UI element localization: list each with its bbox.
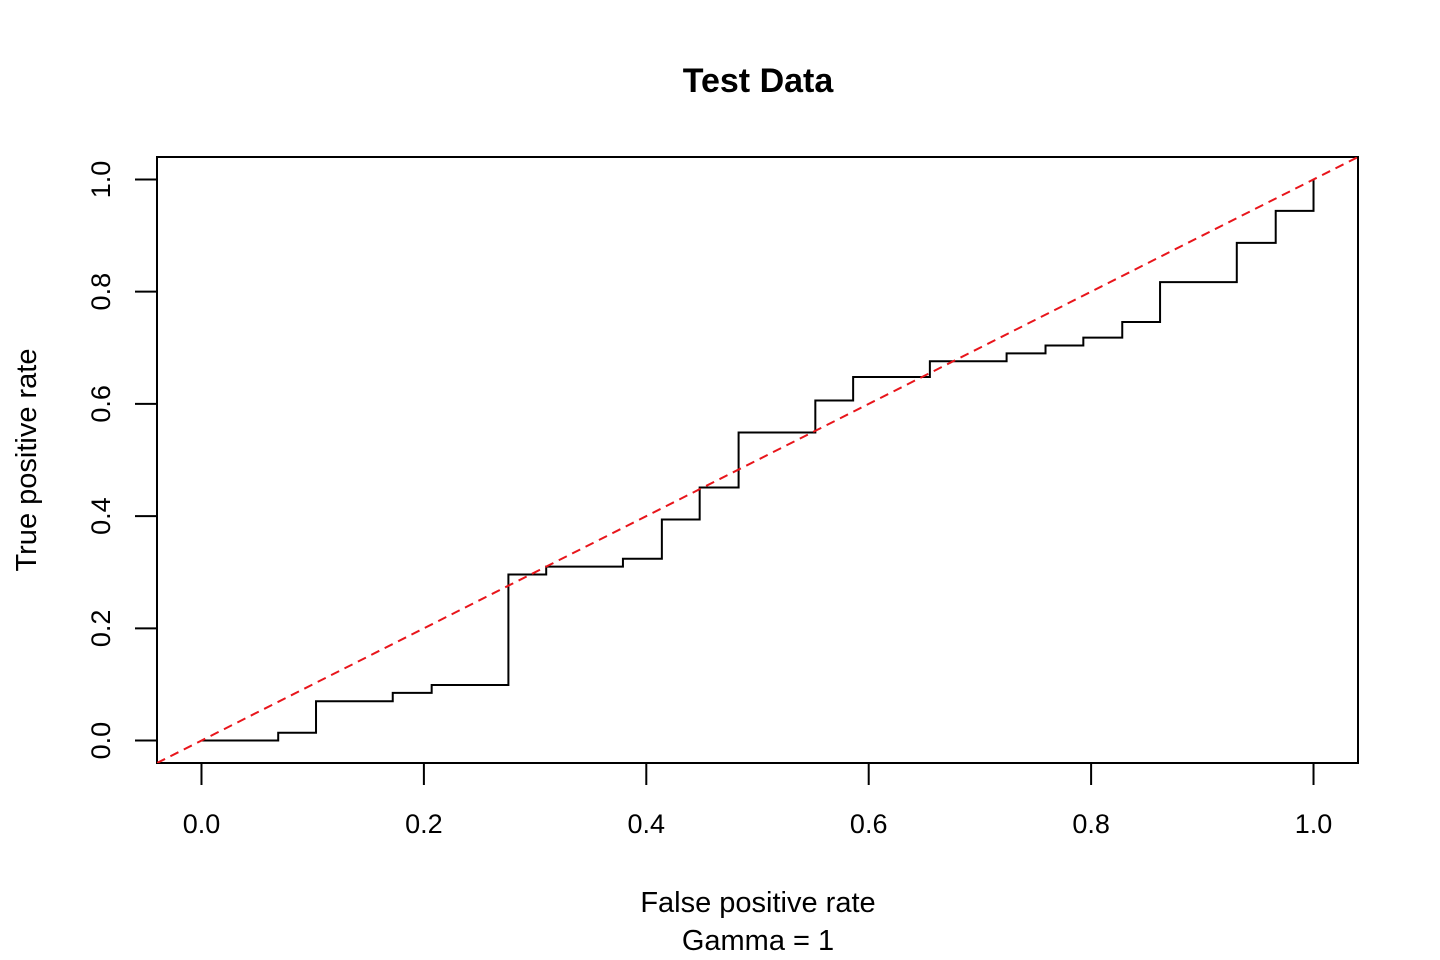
y-tick-label: 0.4 bbox=[86, 497, 116, 535]
roc-step-line bbox=[201, 179, 1315, 742]
y-tick-label: 1.0 bbox=[86, 161, 116, 199]
x-tick-label: 0.4 bbox=[628, 809, 666, 839]
x-tick-label: 0.0 bbox=[183, 809, 221, 839]
x-tick-label: 0.2 bbox=[405, 809, 443, 839]
y-tick-label: 0.0 bbox=[86, 722, 116, 760]
y-tick-label: 0.2 bbox=[86, 610, 116, 648]
x-tick-label: 0.6 bbox=[850, 809, 888, 839]
y-tick-label: 0.8 bbox=[86, 273, 116, 311]
x-axis-label: False positive rate bbox=[640, 887, 875, 919]
reference-diagonal-line bbox=[157, 157, 1358, 763]
x-tick-label: 0.8 bbox=[1072, 809, 1110, 839]
y-axis: 0.0 0.2 0.4 0.6 0.8 1.0 bbox=[86, 161, 158, 760]
x-tick-label: 1.0 bbox=[1295, 809, 1333, 839]
y-tick-label: 0.6 bbox=[86, 385, 116, 423]
x-axis-sublabel: Gamma = 1 bbox=[682, 925, 834, 957]
chart-title: Test Data bbox=[683, 62, 835, 100]
y-axis-label: True positive rate bbox=[11, 349, 43, 572]
x-axis: 0.0 0.2 0.4 0.6 0.8 1.0 bbox=[183, 762, 1333, 839]
series-layer bbox=[157, 157, 1358, 763]
